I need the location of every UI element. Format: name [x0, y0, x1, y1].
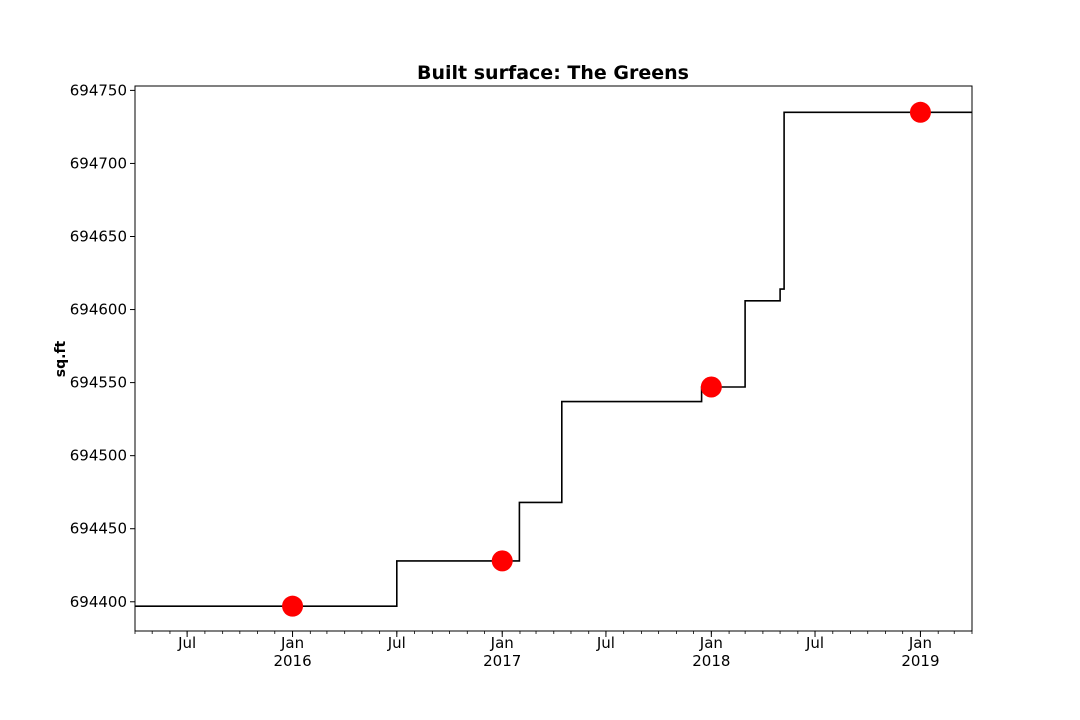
step-line [135, 111, 972, 607]
x-tick-year-label: 2017 [483, 652, 521, 670]
x-tick-label: Jul [177, 634, 196, 652]
x-tick-label: Jan [280, 634, 304, 652]
x-tick-label: Jul [596, 634, 615, 652]
y-tick-label: 694400 [70, 593, 127, 611]
y-tick-label: 694500 [70, 447, 127, 465]
y-tick-label: 694450 [70, 520, 127, 538]
x-tick-label: Jan [908, 634, 932, 652]
plot-area: 694400 694450 694500 694550 694600 694650 6947… [70, 81, 973, 670]
y-tick-label: 694550 [70, 374, 127, 392]
x-tick-year-label: 2018 [692, 652, 730, 670]
data-point-marker [700, 376, 722, 398]
data-point-marker [909, 101, 931, 123]
y-tick-label: 694700 [70, 154, 127, 172]
y-tick-label: 694600 [70, 301, 127, 319]
x-tick-year-label: 2019 [901, 652, 939, 670]
y-tick-label: 694750 [70, 81, 127, 99]
x-tick-label: Jan [490, 634, 514, 652]
plot-frame [134, 85, 973, 632]
data-point-marker [282, 595, 304, 617]
data-point-marker [491, 550, 513, 572]
x-tick-label: Jan [699, 634, 723, 652]
x-tick-label: Jul [387, 634, 406, 652]
y-axis-label: sq.ft [53, 340, 69, 377]
chart-title: Built surface: The Greens [417, 62, 689, 84]
x-tick-label: Jul [805, 634, 824, 652]
x-tick-year-label: 2016 [273, 652, 311, 670]
y-tick-label: 694650 [70, 227, 127, 245]
